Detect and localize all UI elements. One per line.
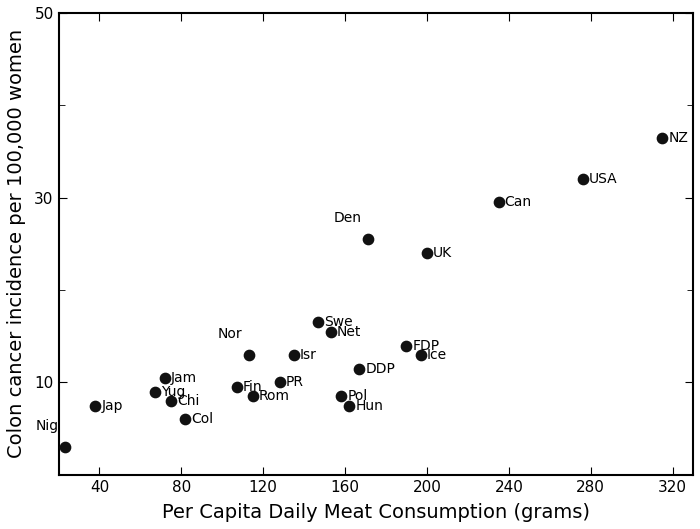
Text: Chi: Chi bbox=[177, 394, 199, 408]
Text: NZ: NZ bbox=[668, 131, 688, 144]
Point bbox=[149, 387, 160, 396]
Text: Fin: Fin bbox=[243, 380, 262, 394]
Point bbox=[354, 364, 365, 373]
Text: Isr: Isr bbox=[300, 348, 317, 362]
Point bbox=[493, 198, 504, 206]
Point bbox=[247, 392, 258, 400]
Text: USA: USA bbox=[589, 172, 617, 186]
Point bbox=[274, 378, 285, 387]
Text: Ice: Ice bbox=[427, 348, 447, 362]
Text: DDP: DDP bbox=[365, 362, 396, 376]
Text: Nig: Nig bbox=[36, 419, 59, 433]
Text: Hun: Hun bbox=[356, 398, 383, 413]
Text: Jam: Jam bbox=[171, 371, 197, 385]
Point bbox=[313, 318, 324, 327]
Text: FDP: FDP bbox=[412, 339, 440, 352]
Point bbox=[244, 351, 255, 359]
Point bbox=[344, 402, 355, 410]
Point bbox=[335, 392, 346, 400]
Text: Jap: Jap bbox=[102, 398, 123, 413]
Text: Rom: Rom bbox=[259, 389, 290, 403]
Y-axis label: Colon cancer incidence per 100,000 women: Colon cancer incidence per 100,000 women bbox=[7, 29, 26, 459]
Point bbox=[231, 383, 242, 391]
Point bbox=[180, 415, 191, 424]
Text: Yug: Yug bbox=[161, 385, 186, 399]
Point bbox=[657, 133, 668, 142]
Text: PR: PR bbox=[286, 376, 304, 389]
Point bbox=[165, 397, 176, 405]
Point bbox=[421, 249, 433, 258]
Text: UK: UK bbox=[433, 246, 452, 260]
Text: Swe: Swe bbox=[325, 315, 354, 330]
Text: Net: Net bbox=[337, 325, 361, 339]
Point bbox=[288, 351, 300, 359]
Text: Can: Can bbox=[505, 195, 532, 209]
X-axis label: Per Capita Daily Meat Consumption (grams): Per Capita Daily Meat Consumption (grams… bbox=[162, 503, 590, 522]
Text: Col: Col bbox=[192, 413, 214, 426]
Point bbox=[90, 402, 101, 410]
Text: Pol: Pol bbox=[347, 389, 368, 403]
Point bbox=[577, 175, 588, 184]
Point bbox=[59, 443, 70, 451]
Point bbox=[401, 341, 412, 350]
Point bbox=[326, 327, 337, 336]
Point bbox=[415, 351, 426, 359]
Text: Nor: Nor bbox=[218, 327, 243, 341]
Text: Den: Den bbox=[333, 212, 361, 225]
Point bbox=[362, 235, 373, 243]
Point bbox=[160, 373, 171, 382]
